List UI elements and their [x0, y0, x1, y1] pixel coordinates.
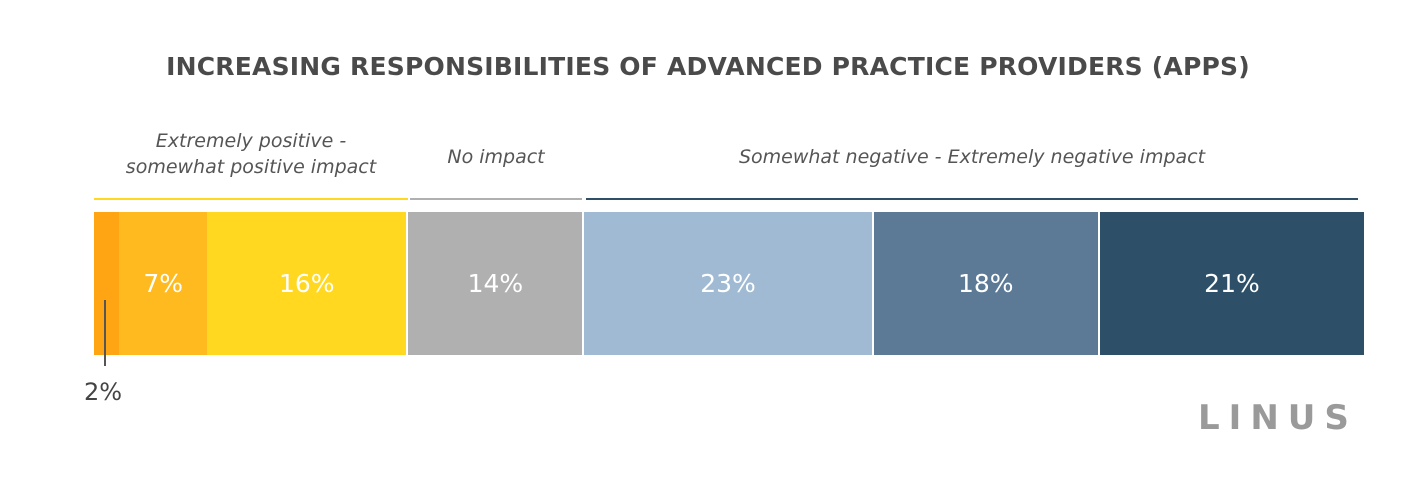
bar-segment-label-2: 7%	[143, 269, 183, 298]
bar-segment-label-3: 16%	[278, 269, 335, 298]
bar-segment-2: 7%	[119, 212, 208, 355]
bar-segment-7: 21%	[1099, 212, 1364, 355]
bar-segment-3: 16%	[207, 212, 407, 355]
bar-segment-4: 14%	[408, 212, 583, 355]
group-line-negative	[586, 198, 1358, 200]
bar-segment-label-5: 23%	[700, 269, 756, 298]
callout-label-2pct: 2%	[84, 378, 123, 406]
group-label-no-impact: No impact	[447, 146, 545, 168]
linus-logo: LINUS	[1198, 398, 1358, 438]
bar-segment-label-4: 14%	[467, 269, 524, 298]
group-label-positive: Extremely positive - somewhat positive i…	[125, 130, 377, 178]
callout-line-2pct	[104, 300, 106, 366]
bar-segment-1	[94, 212, 120, 355]
stacked-bar: 7% 16% 14% 23% 18% 21%	[94, 212, 1364, 355]
chart-title: INCREASING RESPONSIBILITIES OF ADVANCED …	[166, 52, 1250, 81]
group-line-positive	[94, 198, 408, 200]
bar-segment-6: 18%	[873, 212, 1098, 355]
bar-segment-5: 23%	[584, 212, 872, 355]
bar-segment-label-6: 18%	[957, 269, 1014, 298]
bar-segment-label-7: 21%	[1204, 269, 1260, 298]
group-line-no-impact	[410, 198, 582, 200]
group-label-negative: Somewhat negative - Extremely negative i…	[738, 146, 1206, 168]
